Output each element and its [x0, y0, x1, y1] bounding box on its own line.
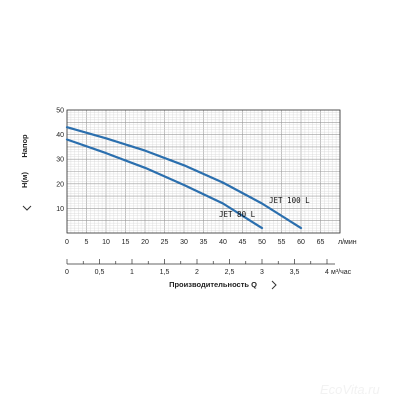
- x2-tick-label: 0: [65, 269, 69, 276]
- series-line-0: [65, 126, 303, 230]
- chart-grid: [66, 109, 341, 234]
- x-tick-label: 10: [102, 239, 110, 246]
- y-axis-arrow-icon: [22, 205, 32, 211]
- x2-tick-label: 2: [195, 269, 199, 276]
- x2-tick-label: 3: [260, 269, 264, 276]
- x-tick-label: 20: [141, 239, 149, 246]
- x2-tick-label: 4: [325, 269, 329, 276]
- x-tick-label: 40: [219, 239, 227, 246]
- y-axis-unit-title: H(м): [20, 172, 29, 188]
- x-tick-label: 45: [239, 239, 247, 246]
- y-tick-label: 30: [56, 157, 64, 164]
- watermark: EcoVita.ru: [320, 382, 380, 397]
- y-tick-label: 10: [56, 206, 64, 213]
- x-tick-label: 5: [85, 239, 89, 246]
- x-axis-unit: л/мин: [338, 239, 357, 246]
- secondary-x-axis: 0 0,5 1 1,5 2 2,5 3 3,5 4: [65, 259, 335, 276]
- series-line-1: [65, 138, 264, 230]
- series-label: JET 80 L: [219, 210, 256, 219]
- x-tick-label: 25: [161, 239, 169, 246]
- x-tick-label: 65: [317, 239, 325, 246]
- series-label: JET 100 L: [269, 196, 310, 205]
- x2-axis-unit: м³/час: [331, 269, 352, 276]
- x-tick-label: 0: [65, 239, 69, 246]
- y-axis-unit-label: H(м): [20, 172, 29, 188]
- y-axis-title-head: Напор: [20, 134, 29, 158]
- x-tick-label: 55: [278, 239, 286, 246]
- y-axis-ticks: 10 20 30 40 50: [56, 108, 64, 213]
- x2-tick-label: 2,5: [225, 269, 235, 276]
- x2-tick-label: 3,5: [290, 269, 300, 276]
- x-tick-label: 35: [200, 239, 208, 246]
- plot-frame: [66, 109, 341, 234]
- x-tick-label: 30: [180, 239, 188, 246]
- y-tick-label: 40: [56, 132, 64, 139]
- y-tick-label: 20: [56, 181, 64, 188]
- y-tick-label: 50: [56, 108, 64, 115]
- y-axis-title: Напор: [20, 134, 29, 158]
- x2-tick-label: 0,5: [95, 269, 105, 276]
- chart-series: JET 100 L JET 80 L: [65, 126, 310, 230]
- x-tick-label: 60: [297, 239, 305, 246]
- x2-tick-label: 1,5: [160, 269, 170, 276]
- x-axis-title: Производительность Q: [169, 280, 257, 289]
- plot-border: [66, 109, 341, 234]
- x2-tick-label: 1: [130, 269, 134, 276]
- x-axis-arrow-icon: [271, 280, 277, 290]
- x-tick-label: 50: [258, 239, 266, 246]
- x-axis-ticks: 0 5 10 15 20 25 30 35 40 45 50 55 60 65: [65, 239, 324, 246]
- x-tick-label: 15: [122, 239, 130, 246]
